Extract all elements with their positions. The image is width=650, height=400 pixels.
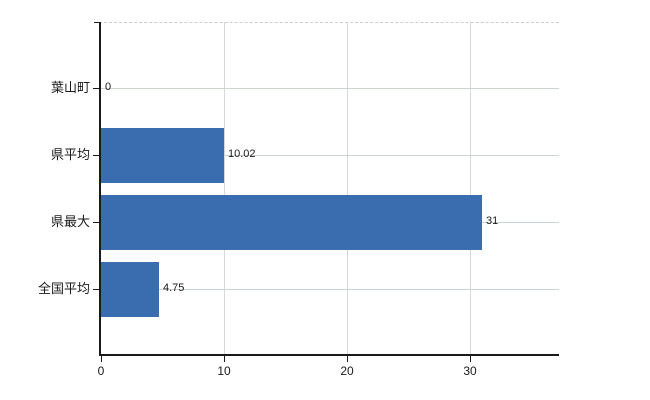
bar-value-label: 10.02 — [228, 148, 256, 160]
bar-value-label: 4.75 — [163, 282, 185, 294]
horizontal-gridline — [101, 289, 559, 290]
x-axis-tick-label: 0 — [97, 364, 105, 378]
horizontal-gridline — [101, 88, 559, 89]
x-axis-line — [99, 354, 559, 356]
x-axis-tick-label: 20 — [340, 364, 354, 378]
bar-value-label: 31 — [486, 215, 499, 227]
x-axis-tick-label: 30 — [463, 364, 477, 378]
x-axis-tick — [101, 356, 102, 362]
bar — [101, 127, 224, 183]
plot-top-border — [99, 22, 559, 23]
bar — [101, 261, 159, 317]
category-label: 県最大 — [50, 214, 90, 229]
y-axis-tick — [93, 88, 99, 89]
x-axis-tick — [347, 356, 348, 362]
category-label: 全国平均 — [37, 281, 90, 296]
horizontal-gridline — [101, 155, 559, 156]
y-axis-tick — [93, 289, 99, 290]
y-axis-line — [99, 22, 101, 356]
y-axis-top-tick — [94, 22, 99, 23]
bar — [101, 194, 482, 250]
y-axis-tick — [93, 222, 99, 223]
x-axis-tick — [224, 356, 225, 362]
vertical-gridline — [347, 22, 348, 354]
x-axis-tick — [470, 356, 471, 362]
category-label: 県平均 — [50, 147, 90, 162]
category-label: 葉山町 — [50, 80, 90, 95]
vertical-gridline — [470, 22, 471, 354]
vertical-gridline — [224, 22, 225, 354]
x-axis-tick-label: 10 — [217, 364, 231, 378]
y-axis-tick — [93, 155, 99, 156]
bar-value-label: 0 — [105, 81, 112, 93]
